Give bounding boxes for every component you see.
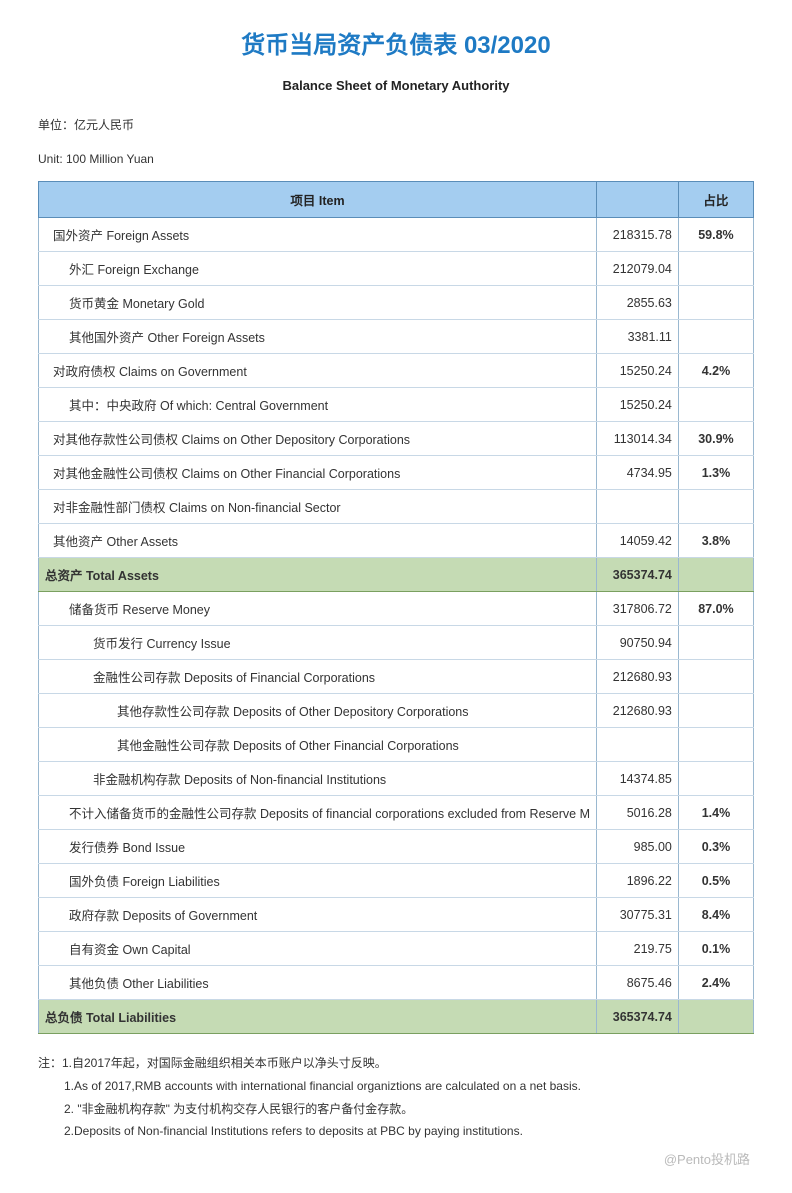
row-item: 总负债 Total Liabilities xyxy=(39,1000,597,1034)
row-value: 4734.95 xyxy=(597,456,679,490)
row-value: 14374.85 xyxy=(597,762,679,796)
notes: 注：1.自2017年起，对国际金融组织相关本币账户以净头寸反映。 1.As of… xyxy=(38,1052,754,1143)
row-value: 1896.22 xyxy=(597,864,679,898)
row-item: 货币发行 Currency Issue xyxy=(39,626,597,660)
row-pct: 3.8% xyxy=(678,524,753,558)
row-value: 212680.93 xyxy=(597,694,679,728)
row-item: 对其他金融性公司债权 Claims on Other Financial Cor… xyxy=(39,456,597,490)
row-pct: 2.4% xyxy=(678,966,753,1000)
row-value: 14059.42 xyxy=(597,524,679,558)
row-item: 国外负债 Foreign Liabilities xyxy=(39,864,597,898)
row-value: 30775.31 xyxy=(597,898,679,932)
row-item: 其中：中央政府 Of which: Central Government xyxy=(39,388,597,422)
row-value: 113014.34 xyxy=(597,422,679,456)
row-pct xyxy=(678,252,753,286)
row-value: 219.75 xyxy=(597,932,679,966)
row-item: 其他国外资产 Other Foreign Assets xyxy=(39,320,597,354)
row-item: 总资产 Total Assets xyxy=(39,558,597,592)
row-value: 8675.46 xyxy=(597,966,679,1000)
unit-cn: 单位：亿元人民币 xyxy=(38,113,754,137)
row-pct xyxy=(678,660,753,694)
note-line: 1.As of 2017,RMB accounts with internati… xyxy=(38,1075,754,1098)
row-item: 不计入储备货币的金融性公司存款 Deposits of financial co… xyxy=(39,796,597,830)
note-line: 注：1.自2017年起，对国际金融组织相关本币账户以净头寸反映。 xyxy=(38,1052,754,1075)
row-item: 对政府债权 Claims on Government xyxy=(39,354,597,388)
row-item: 自有资金 Own Capital xyxy=(39,932,597,966)
header-pct: 占比 xyxy=(678,182,753,218)
row-pct xyxy=(678,626,753,660)
row-value: 317806.72 xyxy=(597,592,679,626)
row-pct: 0.5% xyxy=(678,864,753,898)
row-pct xyxy=(678,558,753,592)
row-value: 90750.94 xyxy=(597,626,679,660)
watermark: @Pento投机路 xyxy=(38,1149,754,1168)
row-pct xyxy=(678,490,753,524)
row-value: 15250.24 xyxy=(597,388,679,422)
row-pct xyxy=(678,320,753,354)
row-pct: 0.3% xyxy=(678,830,753,864)
row-pct xyxy=(678,762,753,796)
row-pct xyxy=(678,286,753,320)
row-pct: 87.0% xyxy=(678,592,753,626)
row-value xyxy=(597,490,679,524)
row-item: 非金融机构存款 Deposits of Non-financial Instit… xyxy=(39,762,597,796)
row-pct: 59.8% xyxy=(678,218,753,252)
row-item: 其他存款性公司存款 Deposits of Other Depository C… xyxy=(39,694,597,728)
header-item: 项目 Item xyxy=(39,182,597,218)
row-pct: 4.2% xyxy=(678,354,753,388)
row-item: 外汇 Foreign Exchange xyxy=(39,252,597,286)
row-value: 218315.78 xyxy=(597,218,679,252)
row-item: 其他资产 Other Assets xyxy=(39,524,597,558)
header-value xyxy=(597,182,679,218)
row-value: 212079.04 xyxy=(597,252,679,286)
row-value: 985.00 xyxy=(597,830,679,864)
row-item: 货币黄金 Monetary Gold xyxy=(39,286,597,320)
row-pct xyxy=(678,694,753,728)
row-value: 5016.28 xyxy=(597,796,679,830)
note-line: 2. "非金融机构存款" 为支付机构交存人民银行的客户备付金存款。 xyxy=(38,1098,754,1121)
row-pct: 1.4% xyxy=(678,796,753,830)
row-pct xyxy=(678,1000,753,1034)
row-item: 发行债券 Bond Issue xyxy=(39,830,597,864)
unit-en: Unit: 100 Million Yuan xyxy=(38,147,754,171)
row-pct: 30.9% xyxy=(678,422,753,456)
row-value: 212680.93 xyxy=(597,660,679,694)
row-pct xyxy=(678,388,753,422)
row-item: 对非金融性部门债权 Claims on Non-financial Sector xyxy=(39,490,597,524)
row-item: 国外资产 Foreign Assets xyxy=(39,218,597,252)
balance-sheet-table: 项目 Item 占比 国外资产 Foreign Assets218315.785… xyxy=(38,181,754,1034)
row-value xyxy=(597,728,679,762)
page-subtitle: Balance Sheet of Monetary Authority xyxy=(38,78,754,93)
row-item: 金融性公司存款 Deposits of Financial Corporatio… xyxy=(39,660,597,694)
row-item: 储备货币 Reserve Money xyxy=(39,592,597,626)
row-value: 3381.11 xyxy=(597,320,679,354)
row-pct: 8.4% xyxy=(678,898,753,932)
row-pct: 0.1% xyxy=(678,932,753,966)
row-item: 政府存款 Deposits of Government xyxy=(39,898,597,932)
row-value: 15250.24 xyxy=(597,354,679,388)
row-value: 2855.63 xyxy=(597,286,679,320)
row-pct: 1.3% xyxy=(678,456,753,490)
row-item: 其他金融性公司存款 Deposits of Other Financial Co… xyxy=(39,728,597,762)
row-value: 365374.74 xyxy=(597,1000,679,1034)
page-title: 货币当局资产负债表 03/2020 xyxy=(38,25,754,60)
note-line: 2.Deposits of Non-financial Institutions… xyxy=(38,1120,754,1143)
row-value: 365374.74 xyxy=(597,558,679,592)
row-pct xyxy=(678,728,753,762)
row-item: 对其他存款性公司债权 Claims on Other Depository Co… xyxy=(39,422,597,456)
row-item: 其他负债 Other Liabilities xyxy=(39,966,597,1000)
